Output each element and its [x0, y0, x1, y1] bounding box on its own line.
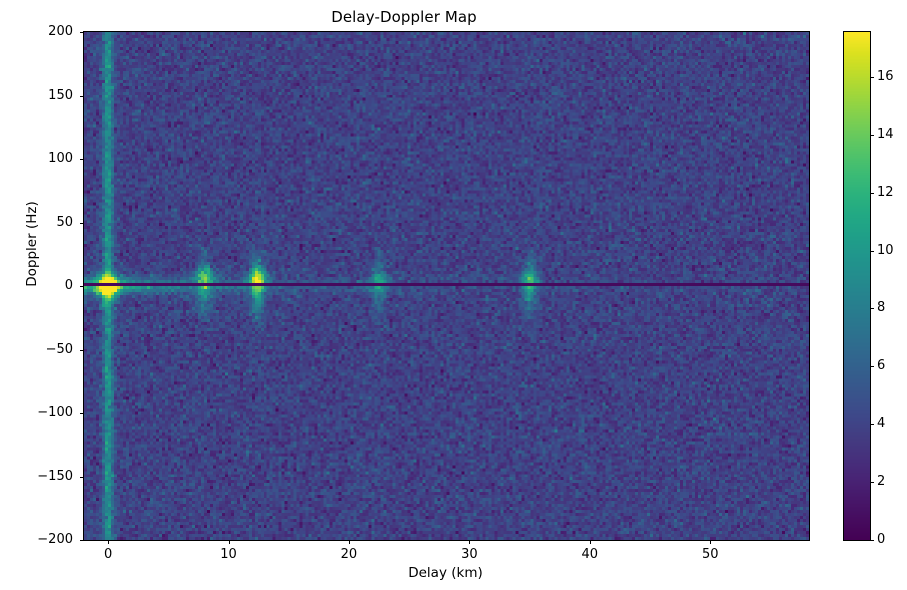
colorbar-tick	[870, 540, 874, 541]
x-tick-label: 30	[461, 547, 478, 562]
y-tick	[80, 349, 84, 351]
y-tick-label: 50	[56, 214, 73, 230]
y-tick-label: −150	[37, 468, 73, 484]
x-tick	[348, 540, 350, 544]
colorbar-tick-label: 0	[877, 532, 886, 547]
x-axis-label: Delay (km)	[408, 565, 483, 581]
colorbar-tick	[870, 308, 874, 310]
x-tick	[710, 540, 712, 544]
colorbar-tick-label: 16	[877, 68, 894, 84]
colorbar-tick	[870, 424, 874, 426]
colorbar-gradient	[844, 32, 870, 540]
colorbar-tick	[870, 134, 874, 136]
colorbar-tick	[870, 250, 874, 252]
x-tick-label: 0	[103, 547, 113, 562]
colorbar-tick	[870, 366, 874, 368]
y-tick	[80, 159, 84, 160]
x-tick-label: 50	[701, 547, 719, 562]
x-tick-label: 20	[340, 547, 358, 562]
delay-doppler-heatmap	[84, 32, 809, 540]
colorbar-tick-label: 12	[877, 184, 894, 200]
y-tick	[80, 286, 84, 287]
y-tick-label: 100	[48, 151, 73, 166]
y-tick	[80, 476, 84, 478]
y-tick-label: −100	[37, 405, 73, 420]
y-tick-label: 200	[48, 24, 73, 39]
y-tick-label: 0	[64, 278, 73, 293]
x-tick	[228, 540, 230, 544]
y-tick-label: −200	[37, 532, 73, 547]
colorbar-tick-label: 6	[877, 358, 886, 374]
colorbar	[843, 31, 871, 541]
y-tick	[80, 32, 84, 33]
colorbar-tick-label: 4	[877, 416, 886, 432]
y-axis-label: Doppler (Hz)	[24, 201, 40, 287]
colorbar-tick	[870, 482, 874, 484]
x-tick-label: 40	[581, 547, 599, 562]
x-tick-label: 10	[220, 547, 237, 562]
colorbar-tick-label: 10	[877, 242, 894, 258]
y-tick	[80, 222, 84, 224]
y-tick-label: −50	[45, 341, 73, 357]
colorbar-tick-label: 8	[877, 300, 886, 316]
y-tick-label: 150	[48, 87, 73, 103]
colorbar-tick	[870, 192, 874, 194]
colorbar-tick	[870, 76, 874, 78]
x-tick	[469, 540, 471, 544]
y-tick	[80, 95, 84, 97]
colorbar-tick-label: 2	[877, 474, 886, 490]
y-tick	[80, 413, 84, 414]
y-tick	[80, 540, 84, 541]
page-title: Delay-Doppler Map	[331, 8, 477, 26]
heatmap-axes	[83, 31, 810, 541]
x-tick	[108, 540, 110, 544]
colorbar-tick-label: 14	[877, 126, 894, 142]
x-tick	[589, 540, 591, 544]
